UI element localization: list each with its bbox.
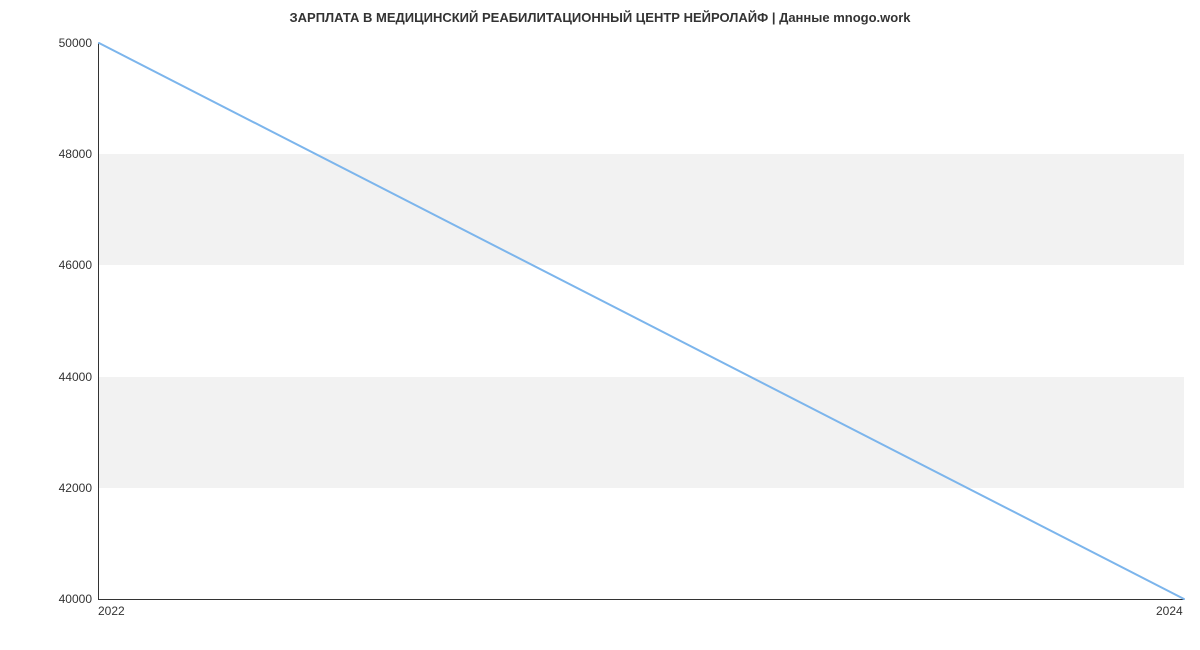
y-tick-label: 46000 — [12, 258, 92, 272]
y-tick-label: 50000 — [12, 36, 92, 50]
line-svg — [99, 43, 1184, 599]
series-line — [99, 43, 1184, 599]
y-tick-label: 40000 — [12, 592, 92, 606]
x-tick-label: 2024 — [1156, 604, 1183, 618]
y-tick-label: 42000 — [12, 481, 92, 495]
y-tick-label: 48000 — [12, 147, 92, 161]
plot-area — [98, 43, 1184, 600]
y-tick-label: 44000 — [12, 370, 92, 384]
chart-title: ЗАРПЛАТА В МЕДИЦИНСКИЙ РЕАБИЛИТАЦИОННЫЙ … — [0, 10, 1200, 25]
x-tick-label: 2022 — [98, 604, 125, 618]
chart-container: ЗАРПЛАТА В МЕДИЦИНСКИЙ РЕАБИЛИТАЦИОННЫЙ … — [0, 0, 1200, 650]
